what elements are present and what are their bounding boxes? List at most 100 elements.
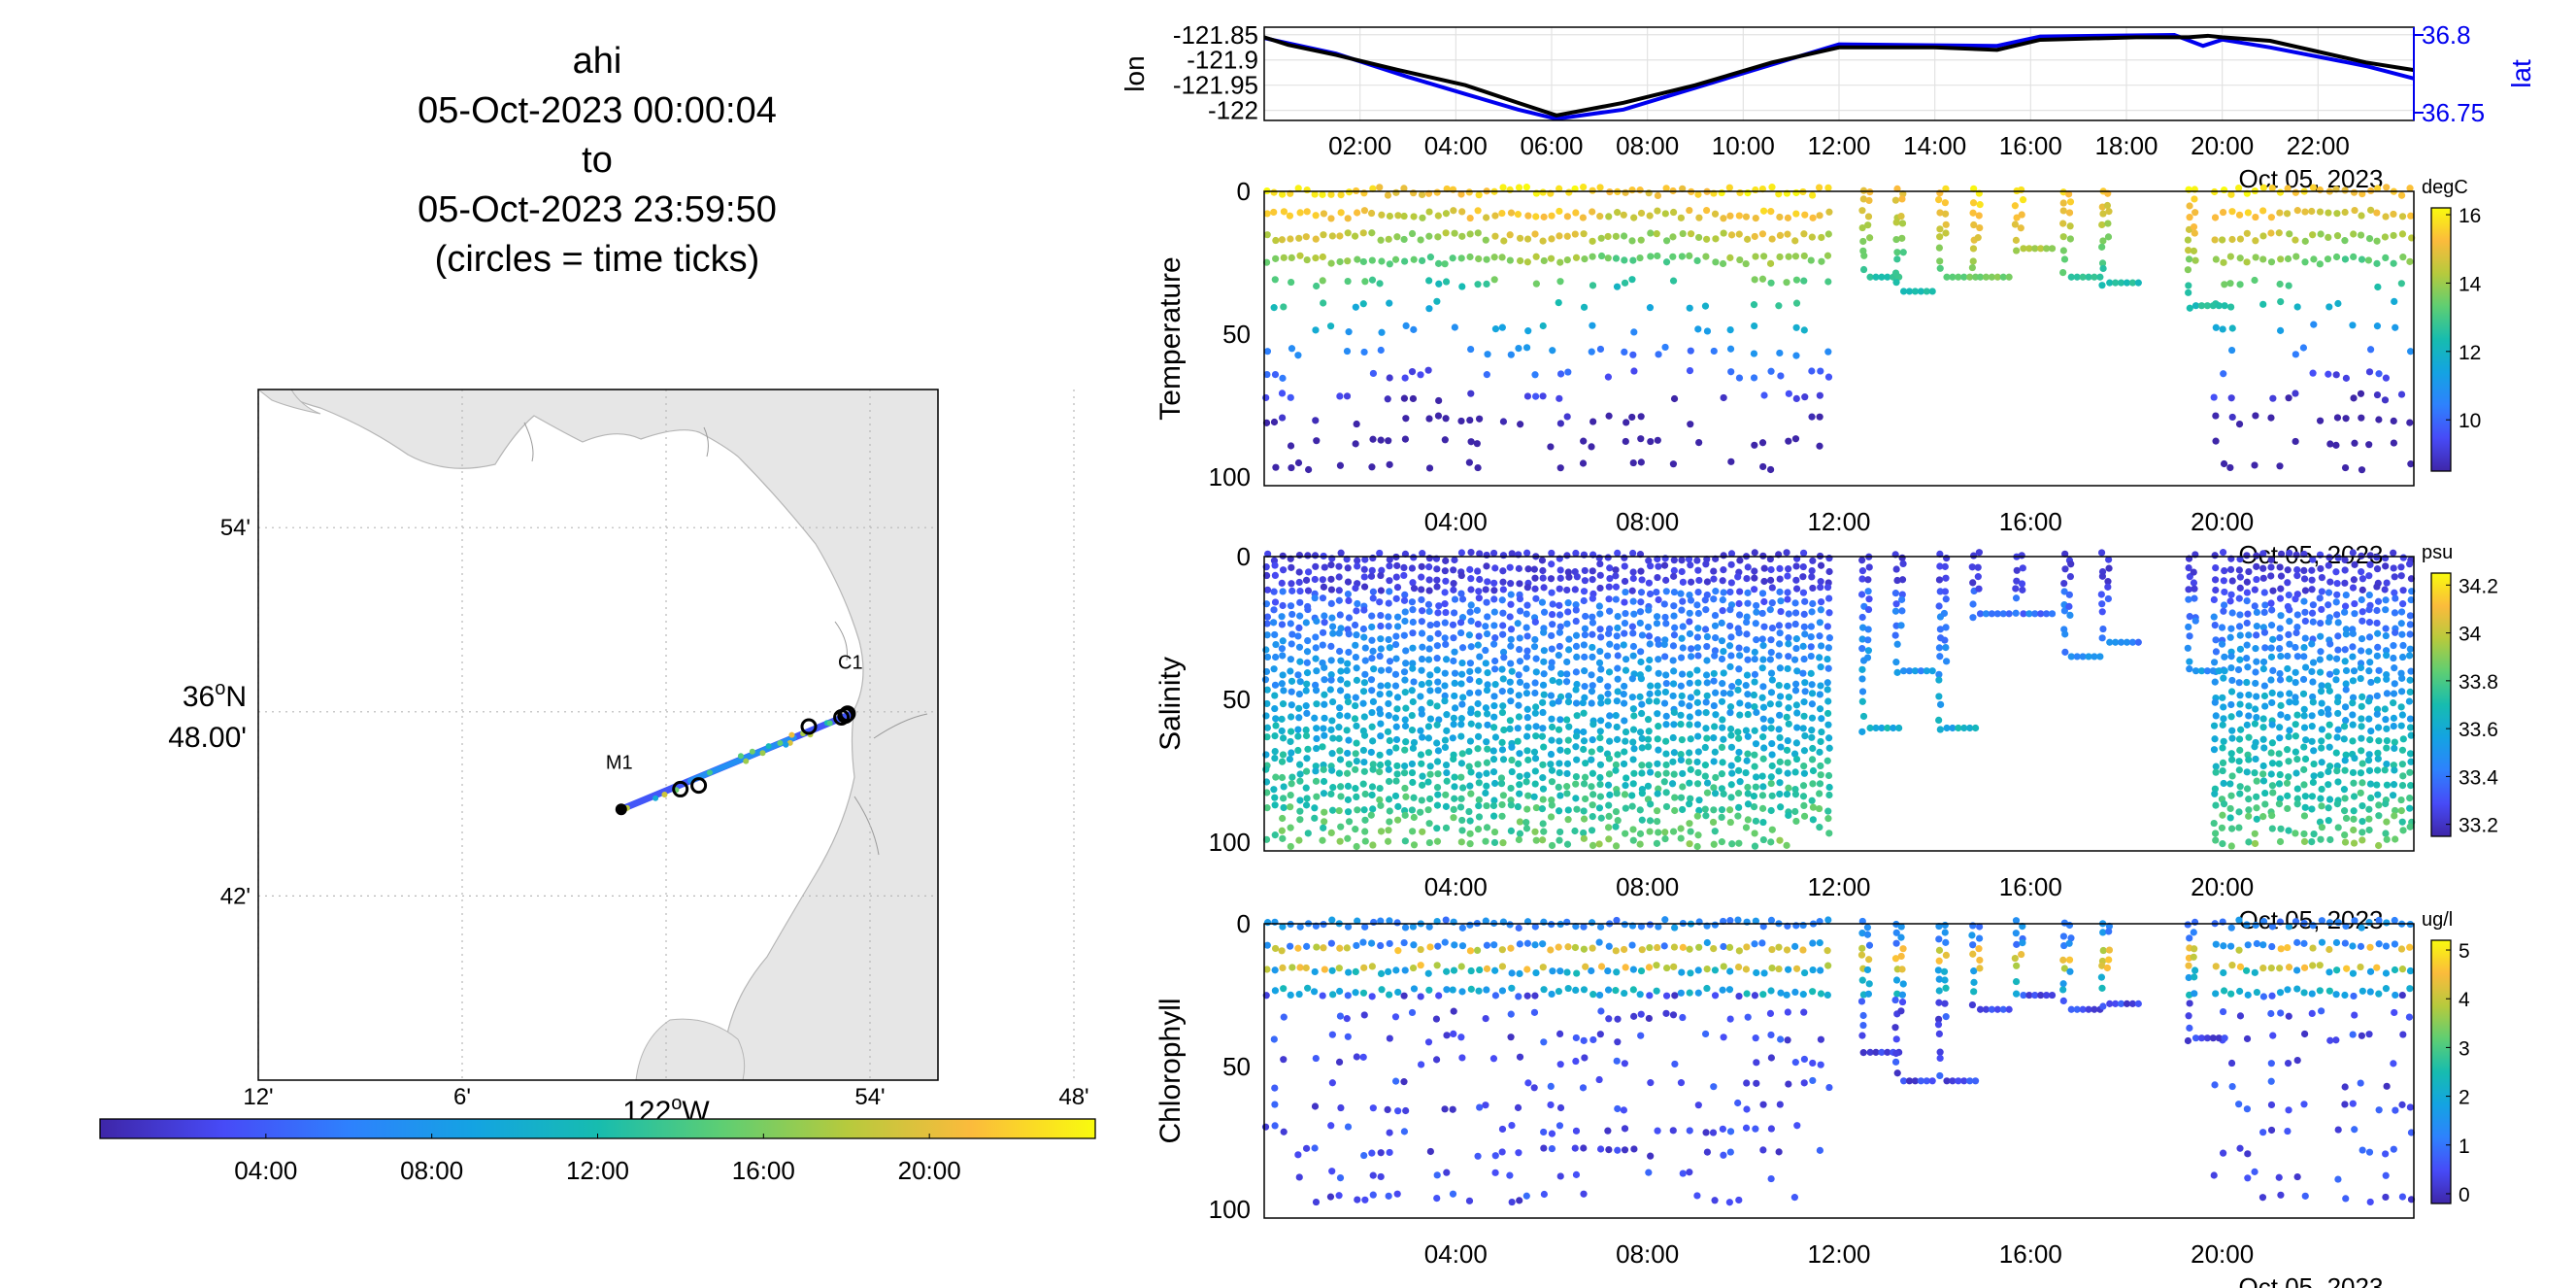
profile-point [1628,186,1636,194]
profile-point [1710,806,1718,814]
profile-point [2407,575,2416,583]
profile-point [2373,766,2382,774]
profile-point [1500,237,1508,245]
profile-point [1563,552,1571,559]
profile-point [2268,760,2277,767]
profile-point [1327,642,1335,651]
profile-point [1540,1038,1548,1046]
profile-point [1384,395,1391,403]
profile-point [2292,595,2299,603]
profile-point [2317,619,2325,627]
profile-point [1288,630,1296,638]
profile-point [2212,323,2220,331]
profile-point [1286,212,1294,220]
profile-point [1506,717,1515,725]
profile-point [1767,1054,1775,1062]
profile-point [2005,1005,2013,1013]
profile-point [2059,220,2067,227]
profile-point [1360,348,1368,356]
profile-point [1514,802,1522,811]
profile-point [2244,209,2252,217]
profile-point [1327,676,1335,684]
profile-point [2013,214,2021,221]
profile-point [1321,818,1328,826]
profile-point [2276,594,2285,602]
profile-point [1491,232,1499,240]
profile-point [2212,963,2220,970]
profile-point [2398,966,2407,973]
profile-point [1825,555,1833,562]
profile-point [1645,606,1653,614]
profile-point [1864,605,1873,614]
profile-point [1377,969,1386,978]
profile-point [2374,185,2382,192]
profile-point [2325,233,2332,242]
profile-point [1711,652,1719,660]
profile-point [2220,258,2227,266]
profile-point [1302,687,1310,695]
profile-point [1580,923,1588,931]
profile-point [1785,784,1792,792]
profile-point [2365,234,2374,243]
profile-point [1376,280,1384,288]
profile-point [2235,421,2244,428]
profile-point [1727,794,1735,801]
track-point [777,739,784,746]
profile-point [1955,1077,1962,1085]
profile-point [1378,211,1386,219]
profile-point [1564,608,1572,616]
profile-point [2260,744,2268,752]
profile-point [2227,1059,2236,1068]
profile-point [1392,744,1400,752]
profile-point [1507,801,1515,809]
profile-point [1710,701,1718,710]
profile-point [2325,601,2332,609]
profile-point [1441,743,1450,752]
profile-point [1270,304,1278,312]
profile-point [1294,632,1302,640]
profile-point [1942,643,1950,652]
profile-point [1687,735,1694,743]
profile-point [1417,962,1424,969]
profile-point [2398,213,2407,220]
profile-point [1441,736,1450,744]
profile-point [1484,745,1491,753]
profile-point [2317,230,2325,238]
profile-point [1969,600,1977,608]
profile-point [2350,779,2358,787]
profile-point [1303,186,1311,194]
profile-point [1572,601,1580,609]
profile-point [1459,694,1467,701]
profile-point [1942,984,1950,992]
profile-point [1694,679,1702,687]
profile-point [1523,714,1531,722]
profile-point [1456,619,1465,627]
profile-point [1720,589,1727,596]
profile-point [1442,791,1450,798]
profile-point [2381,586,2389,593]
profile-point [1313,734,1321,743]
profile-point [2316,208,2325,216]
profile-point [1751,940,1758,948]
profile-point [1392,188,1400,196]
profile-point [1271,1101,1279,1108]
profile-point [1361,556,1369,563]
profile-point [1581,773,1589,781]
profile-point [2259,574,2267,582]
profile-point [1433,783,1442,792]
profile-point [1621,629,1628,637]
profile-point [1858,624,1867,631]
profile-point [1710,575,1718,583]
profile-point [1702,560,1710,568]
profile-point [1589,208,1596,216]
profile-point [1693,666,1701,674]
profile-point [1497,774,1506,782]
profile-point [1490,724,1498,731]
profile-point [1540,647,1548,655]
profile-point [1369,185,1377,192]
profile-point [2373,237,2381,245]
profile-point [1768,751,1776,759]
profile-point [1588,688,1596,695]
profile-point [1344,229,1352,237]
profile-point [1296,964,1304,971]
